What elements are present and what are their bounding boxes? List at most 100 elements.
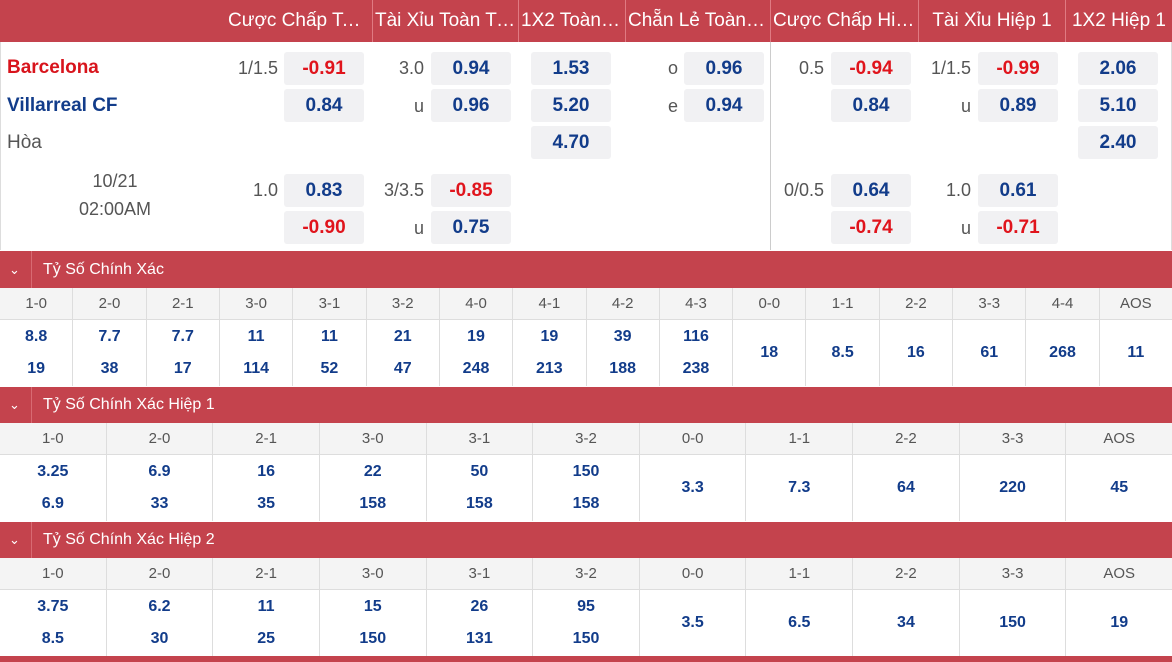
score-odd-value[interactable]: 52	[320, 360, 339, 377]
score-odd-value[interactable]: 18	[760, 344, 779, 361]
score-odds-cell[interactable]: 11 114	[220, 320, 294, 386]
score-odd-value[interactable]: 38	[100, 360, 119, 377]
score-odds-cell[interactable]: 16	[880, 320, 954, 386]
score-odds-cell[interactable]: 8.8 19	[0, 320, 74, 386]
score-odd-value[interactable]: 150	[999, 614, 1026, 631]
score-odds-cell[interactable]: 26 131	[427, 590, 534, 656]
handicap-ft-away-odd-1[interactable]: 0.84	[284, 89, 364, 122]
1x2-h1-draw-odd[interactable]: 2.40	[1078, 126, 1158, 159]
score-odd-value[interactable]: 3.5	[681, 614, 704, 631]
handicap-ft-home-odd-1[interactable]: -0.91	[284, 52, 364, 85]
score-odd-value[interactable]: 22	[363, 463, 382, 480]
score-odds-cell[interactable]: 150 158	[533, 455, 640, 521]
score-odds-cell[interactable]: 34	[853, 590, 960, 656]
score-odds-cell[interactable]: 6.2 30	[107, 590, 214, 656]
score-odds-cell[interactable]: 18	[733, 320, 807, 386]
score-odd-value[interactable]: 16	[907, 344, 925, 361]
score-odd-value[interactable]: 131	[466, 630, 493, 647]
col-header-1x2-h1[interactable]: 1X2 Hiệp 1	[1071, 10, 1166, 31]
score-odd-value[interactable]: 39	[613, 328, 632, 345]
1x2-ft-home-odd[interactable]: 1.53	[531, 52, 611, 85]
handicap-ft-home-odd-2[interactable]: 0.83	[284, 174, 364, 207]
score-odd-value[interactable]: 7.7	[171, 328, 194, 345]
score-odd-value[interactable]: 45	[1110, 479, 1129, 496]
score-odds-cell[interactable]: 6.5	[746, 590, 854, 656]
score-odds-cell[interactable]: 19	[1066, 590, 1172, 656]
handicap-ft-away-odd-2[interactable]: -0.90	[284, 211, 364, 244]
odd-even-ft-even-odd[interactable]: 0.94	[684, 89, 764, 122]
handicap-h1-away-odd-2[interactable]: -0.74	[831, 211, 911, 244]
score-odd-value[interactable]: 3.25	[37, 463, 69, 480]
chevron-down-icon[interactable]: ⌄	[9, 397, 20, 412]
score-odd-value[interactable]: 220	[999, 479, 1026, 496]
score-odds-cell[interactable]: 3.3	[640, 455, 747, 521]
score-odd-value[interactable]: 19	[27, 360, 46, 377]
score-odd-value[interactable]: 25	[257, 630, 275, 647]
over-under-ft-over-odd-2[interactable]: -0.85	[431, 174, 511, 207]
col-header-1x2-ft[interactable]: 1X2 Toàn Trận	[521, 10, 625, 31]
handicap-h1-away-odd-1[interactable]: 0.84	[831, 89, 911, 122]
score-odd-value[interactable]: 15	[363, 598, 382, 615]
section-header-correct-score-h2[interactable]: ⌄ Tỷ Số Chính Xác Hiệp 2	[0, 522, 1172, 558]
score-odds-cell[interactable]: 19 248	[440, 320, 514, 386]
score-odd-value[interactable]: 8.5	[831, 344, 854, 361]
1x2-ft-away-odd[interactable]: 5.20	[531, 89, 611, 122]
score-odd-value[interactable]: 19	[540, 328, 559, 345]
odd-even-ft-odd-odd[interactable]: 0.96	[684, 52, 764, 85]
col-header-over-under-h1[interactable]: Tài Xỉu Hiệp 1	[932, 10, 1052, 31]
score-odd-value[interactable]: 3.75	[37, 598, 69, 615]
score-odd-value[interactable]: 248	[462, 360, 490, 377]
score-odd-value[interactable]: 188	[609, 360, 636, 377]
score-odd-value[interactable]: 95	[577, 598, 595, 615]
score-odd-value[interactable]: 35	[257, 495, 275, 512]
score-odds-cell[interactable]: 21 47	[367, 320, 440, 386]
handicap-h1-home-odd-2[interactable]: 0.64	[831, 174, 911, 207]
score-odds-cell[interactable]: 11 52	[293, 320, 367, 386]
1x2-h1-away-odd[interactable]: 5.10	[1078, 89, 1158, 122]
score-odd-value[interactable]: 6.9	[41, 495, 64, 512]
score-odds-cell[interactable]: 45	[1066, 455, 1172, 521]
score-odds-cell[interactable]: 22 158	[320, 455, 427, 521]
score-odds-cell[interactable]: 150	[960, 590, 1067, 656]
score-odd-value[interactable]: 3.3	[681, 479, 704, 496]
over-under-h1-over-odd-2[interactable]: 0.61	[978, 174, 1058, 207]
score-odd-value[interactable]: 61	[980, 344, 999, 361]
col-header-handicap-h1[interactable]: Cược Chấp Hiệp 1	[773, 10, 918, 31]
score-odd-value[interactable]: 11	[1127, 344, 1145, 361]
score-odd-value[interactable]: 213	[535, 360, 563, 377]
score-odd-value[interactable]: 6.5	[788, 614, 811, 631]
score-odds-cell[interactable]: 7.3	[746, 455, 854, 521]
score-odd-value[interactable]: 6.2	[148, 598, 171, 615]
away-team-name[interactable]: Villarreal CF	[7, 95, 118, 116]
home-team-name[interactable]: Barcelona	[7, 57, 99, 78]
score-odds-cell[interactable]: 16 35	[213, 455, 320, 521]
col-header-handicap-ft[interactable]: Cược Chấp Toàn Trận	[228, 10, 372, 31]
score-odd-value[interactable]: 17	[173, 360, 192, 377]
score-odd-value[interactable]: 21	[393, 328, 412, 345]
score-odd-value[interactable]: 11	[320, 328, 338, 345]
score-odd-value[interactable]: 268	[1049, 344, 1076, 361]
score-odd-value[interactable]: 114	[243, 360, 269, 377]
score-odd-value[interactable]: 26	[470, 598, 489, 615]
score-odd-value[interactable]: 116	[683, 328, 709, 345]
score-odds-cell[interactable]: 268	[1026, 320, 1100, 386]
score-odds-cell[interactable]: 220	[960, 455, 1067, 521]
score-odds-cell[interactable]: 61	[953, 320, 1027, 386]
score-odd-value[interactable]: 34	[897, 614, 915, 631]
score-odd-value[interactable]: 7.3	[788, 479, 811, 496]
score-odds-cell[interactable]: 64	[853, 455, 960, 521]
score-odds-cell[interactable]: 6.9 33	[107, 455, 214, 521]
1x2-h1-home-odd[interactable]: 2.06	[1078, 52, 1158, 85]
col-header-over-under-ft[interactable]: Tài Xỉu Toàn Trận	[375, 10, 518, 31]
col-header-odd-even-ft[interactable]: Chẵn Lẻ Toàn Trận	[628, 10, 770, 31]
section-header-correct-score[interactable]: ⌄ Tỷ Số Chính Xác	[0, 251, 1172, 288]
score-odd-value[interactable]: 150	[572, 463, 600, 480]
score-odds-cell[interactable]: 39 188	[587, 320, 660, 386]
score-odds-cell[interactable]: 95 150	[533, 590, 640, 656]
score-odd-value[interactable]: 150	[359, 630, 387, 647]
score-odd-value[interactable]: 64	[897, 479, 915, 496]
score-odds-cell[interactable]: 15 150	[320, 590, 427, 656]
score-odd-value[interactable]: 11	[247, 328, 265, 345]
score-odd-value[interactable]: 19	[467, 328, 485, 345]
score-odd-value[interactable]: 7.7	[98, 328, 121, 345]
